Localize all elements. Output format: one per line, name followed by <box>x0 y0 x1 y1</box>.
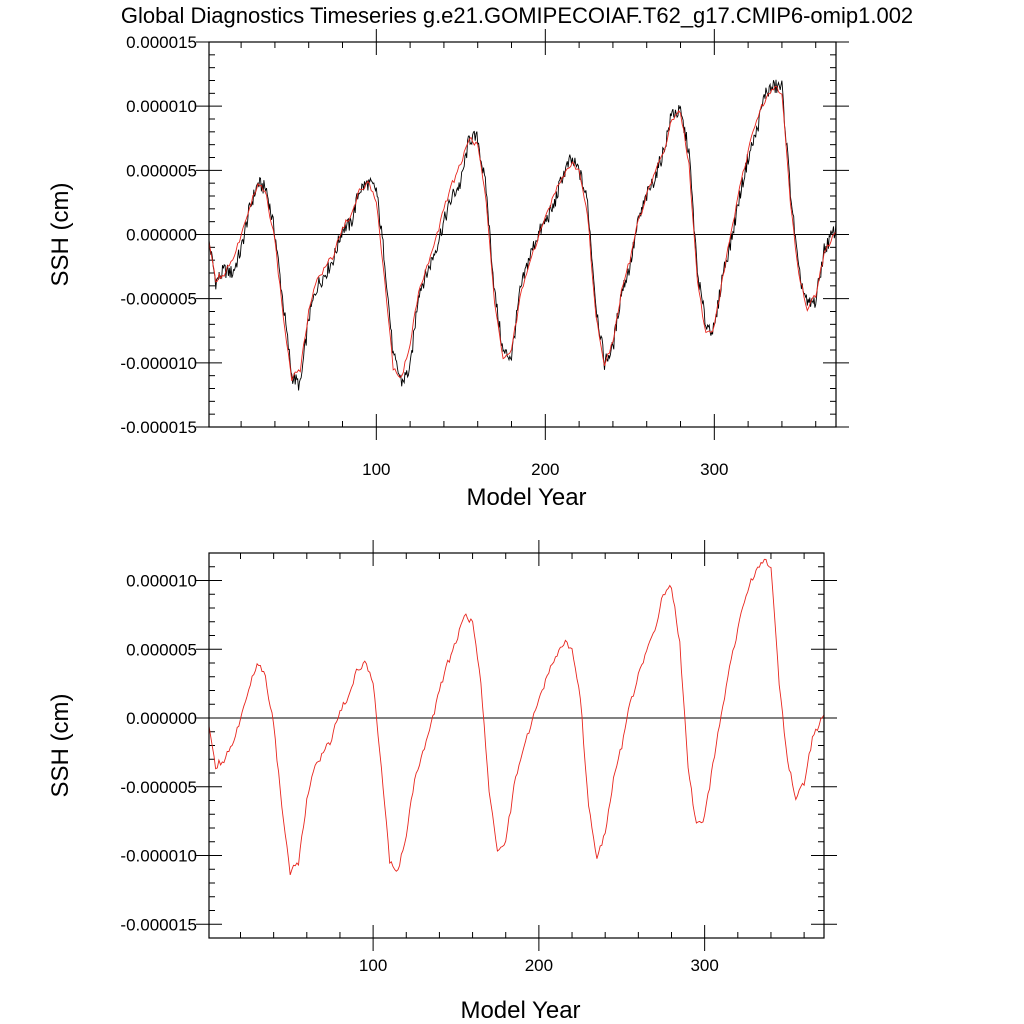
y-tick-label: -0.000010 <box>120 354 197 373</box>
y-tick-label: -0.000015 <box>120 418 197 437</box>
plot-frame <box>208 552 825 939</box>
y-tick-label: 0.000015 <box>126 33 197 52</box>
y-tick-label: 0.000000 <box>126 709 197 728</box>
bottom-panel: 100 200 300 -0.000015 -0.000010 -0.000005 0.00… <box>47 540 837 1024</box>
x-tick-label: 100 <box>362 460 390 479</box>
y-tick-label: 0.000010 <box>126 572 197 591</box>
smoothed-series-line <box>208 85 837 382</box>
x-tick-label: 300 <box>700 460 728 479</box>
x-tick-label: 300 <box>690 956 718 975</box>
x-axis-label: Model Year <box>460 997 580 1024</box>
plot-frame <box>208 41 837 428</box>
y-tick-label: -0.000010 <box>120 847 197 866</box>
y-tick-label: 0.000000 <box>126 226 197 245</box>
smoothed-series-line <box>208 558 825 876</box>
x-tick-label: 200 <box>525 956 553 975</box>
y-tick-label: -0.000015 <box>120 915 197 934</box>
y-axis-label: SSH (cm) <box>47 183 74 287</box>
x-tick-label: 200 <box>531 460 559 479</box>
minor-ticks <box>209 552 824 939</box>
y-tick-label: 0.000010 <box>126 97 197 116</box>
y-tick-label: 0.000005 <box>126 161 197 180</box>
y-tick-label: 0.000005 <box>126 640 197 659</box>
x-tick-label: 100 <box>359 956 387 975</box>
x-axis-label: Model Year <box>466 484 586 511</box>
y-axis-label: SSH (cm) <box>47 694 74 798</box>
minor-ticks <box>209 42 836 427</box>
y-tick-label: -0.000005 <box>120 290 197 309</box>
raw-series-line <box>208 79 837 391</box>
y-tick-label: -0.000005 <box>120 778 197 797</box>
top-panel: 100 200 300 -0.000015 -0.000010 -0.000005 0.00… <box>47 29 849 511</box>
chart-title: Global Diagnostics Timeseries g.e21.GOMI… <box>121 3 913 28</box>
